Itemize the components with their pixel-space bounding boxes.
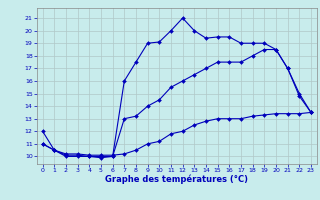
X-axis label: Graphe des températures (°C): Graphe des températures (°C) bbox=[105, 175, 248, 184]
